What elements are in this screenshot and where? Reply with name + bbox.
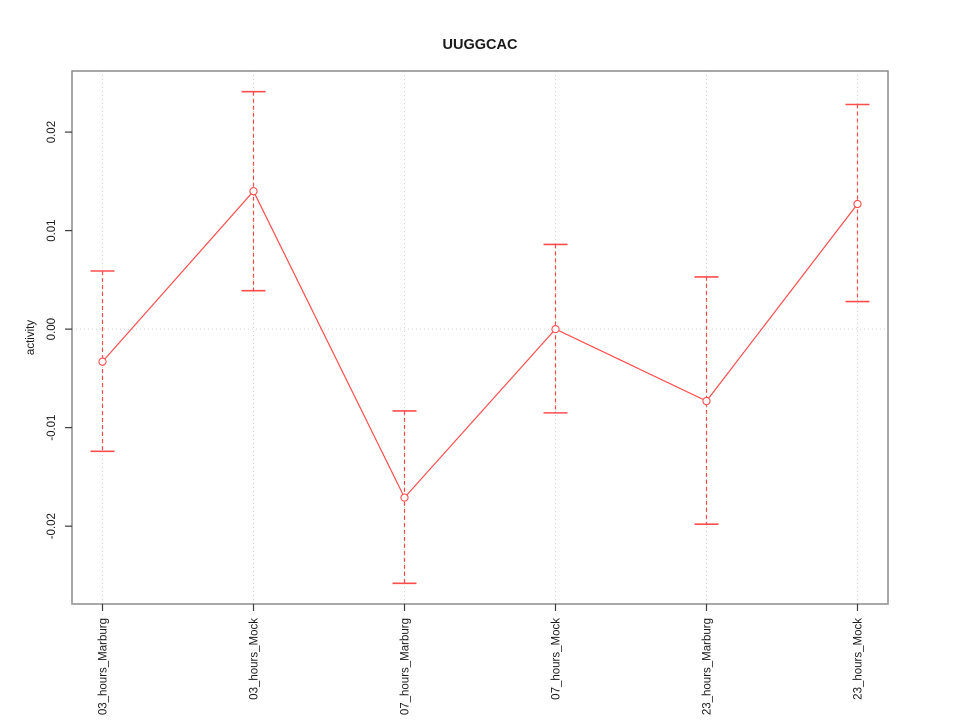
- x-axis: 03_hours_Marburg 03_hours_Mock 07_hours_Ma…: [98, 604, 865, 715]
- plot-frame: [71, 70, 889, 605]
- y-tick-label: 0.02: [46, 121, 58, 143]
- data-point-marker: [98, 357, 107, 366]
- y-tick-label: 0.00: [46, 318, 58, 340]
- series-line: [102, 190, 858, 499]
- data-point-marker: [551, 324, 560, 334]
- gridlines: [72, 71, 888, 604]
- chart-title: UUGGCAC: [443, 37, 518, 53]
- y-axis: -0.02 -0.01 0.00 0.01 0.02: [46, 121, 72, 539]
- data-point-marker: [249, 187, 258, 196]
- data-point-marker: [702, 396, 711, 406]
- plot-border: [71, 70, 889, 605]
- series-polyline: [102, 190, 858, 499]
- data-point-marker: [400, 493, 409, 502]
- x-tick-label: 23_hours_Marburg: [702, 618, 714, 715]
- x-tick-label: 03_hours_Mock: [249, 618, 261, 700]
- y-tick-label: 0.01: [46, 219, 58, 241]
- x-tick-label: 07_hours_Marburg: [400, 618, 412, 715]
- x-tick-label: 23_hours_Mock: [853, 618, 865, 700]
- y-axis-title: activity: [25, 320, 37, 355]
- x-tick-label: 07_hours_Mock: [551, 618, 563, 700]
- data-point-markers: [98, 187, 862, 502]
- error-bars: [90, 90, 870, 585]
- y-tick-label: -0.01: [46, 415, 58, 441]
- y-tick-label: -0.02: [46, 513, 58, 539]
- data-point-marker: [853, 199, 862, 209]
- x-tick-label: 03_hours_Marburg: [98, 618, 110, 715]
